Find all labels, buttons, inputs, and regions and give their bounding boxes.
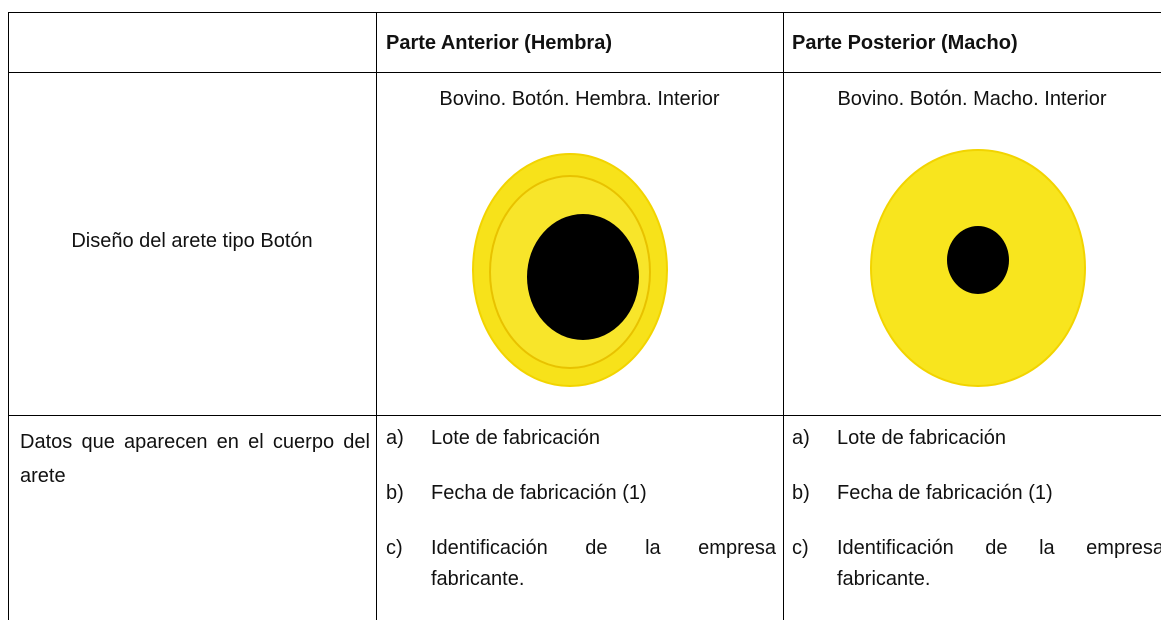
list-text: Fecha de fabricación (1) (431, 482, 647, 504)
column-header: Parte Posterior (Macho) (792, 32, 1018, 54)
table-border (8, 415, 1161, 416)
list-text: Lote de fabricación (431, 427, 601, 449)
table-border (8, 72, 1161, 73)
list-text: Identificación de la empresa fabricante. (837, 537, 1161, 590)
list-text: Fecha de fabricación (1) (837, 482, 1053, 504)
list-marker: b) (792, 482, 810, 504)
list-marker: b) (386, 482, 404, 504)
image-caption: Bovino. Botón. Hembra. Interior (439, 88, 720, 110)
image-caption: Bovino. Botón. Macho. Interior (837, 88, 1107, 110)
table-border (783, 12, 784, 620)
table-border (376, 12, 377, 620)
male-tag-pin (947, 226, 1009, 294)
list-marker: a) (386, 427, 404, 449)
table-border (8, 12, 1161, 13)
row-label: Datos que aparecen en el cuerpo del aret… (20, 431, 370, 487)
list-marker: c) (386, 537, 403, 559)
column-header: Parte Anterior (Hembra) (386, 32, 612, 54)
list-marker: a) (792, 427, 810, 449)
list-marker: c) (792, 537, 809, 559)
female-tag-hole (527, 214, 639, 340)
list-text: Identificación de la empresa fabricante. (431, 537, 776, 590)
list-text: Lote de fabricación (837, 427, 1007, 449)
table-border (8, 12, 9, 620)
row-label: Diseño del arete tipo Botón (71, 230, 313, 252)
